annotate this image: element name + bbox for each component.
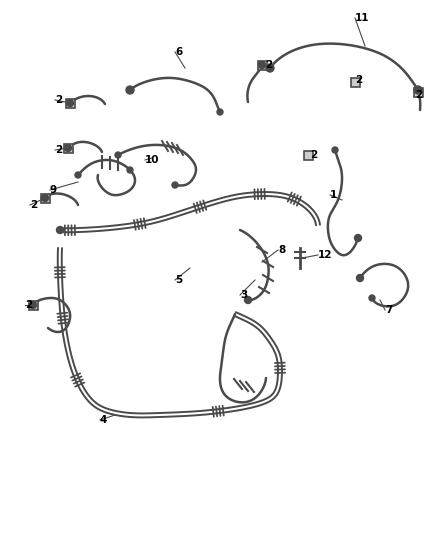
Circle shape <box>126 86 134 94</box>
Bar <box>28 301 38 310</box>
Text: 9: 9 <box>50 185 57 195</box>
Circle shape <box>75 172 81 178</box>
Text: 2: 2 <box>25 300 32 310</box>
Text: 2: 2 <box>265 60 272 70</box>
Text: 10: 10 <box>145 155 159 165</box>
Bar <box>350 77 360 86</box>
Text: 2: 2 <box>415 90 422 100</box>
Circle shape <box>115 152 121 158</box>
Circle shape <box>42 195 49 201</box>
Text: 2: 2 <box>310 150 317 160</box>
Text: 7: 7 <box>385 305 392 315</box>
Text: 2: 2 <box>30 200 37 210</box>
Text: 5: 5 <box>175 275 182 285</box>
Circle shape <box>357 274 364 281</box>
Circle shape <box>64 144 71 151</box>
Text: 2: 2 <box>55 145 62 155</box>
Circle shape <box>217 109 223 115</box>
Text: 12: 12 <box>318 250 332 260</box>
Circle shape <box>29 302 36 309</box>
Circle shape <box>57 227 64 233</box>
Bar <box>258 61 266 69</box>
Bar <box>66 99 74 108</box>
Circle shape <box>414 86 422 94</box>
Bar <box>40 193 49 203</box>
Text: 6: 6 <box>175 47 182 57</box>
Text: 11: 11 <box>355 13 370 23</box>
Text: 8: 8 <box>278 245 285 255</box>
Text: 4: 4 <box>100 415 107 425</box>
Circle shape <box>332 147 338 153</box>
Text: 2: 2 <box>55 95 62 105</box>
Text: 3: 3 <box>240 290 247 300</box>
Text: 1: 1 <box>330 190 337 200</box>
Circle shape <box>67 100 74 107</box>
Circle shape <box>172 182 178 188</box>
Circle shape <box>127 167 133 173</box>
Bar <box>304 150 312 159</box>
Circle shape <box>258 61 265 69</box>
Circle shape <box>244 296 251 303</box>
Circle shape <box>369 295 375 301</box>
Bar <box>64 143 73 152</box>
Text: 2: 2 <box>355 75 362 85</box>
Bar <box>413 87 423 96</box>
Circle shape <box>266 64 274 72</box>
Circle shape <box>354 235 361 241</box>
